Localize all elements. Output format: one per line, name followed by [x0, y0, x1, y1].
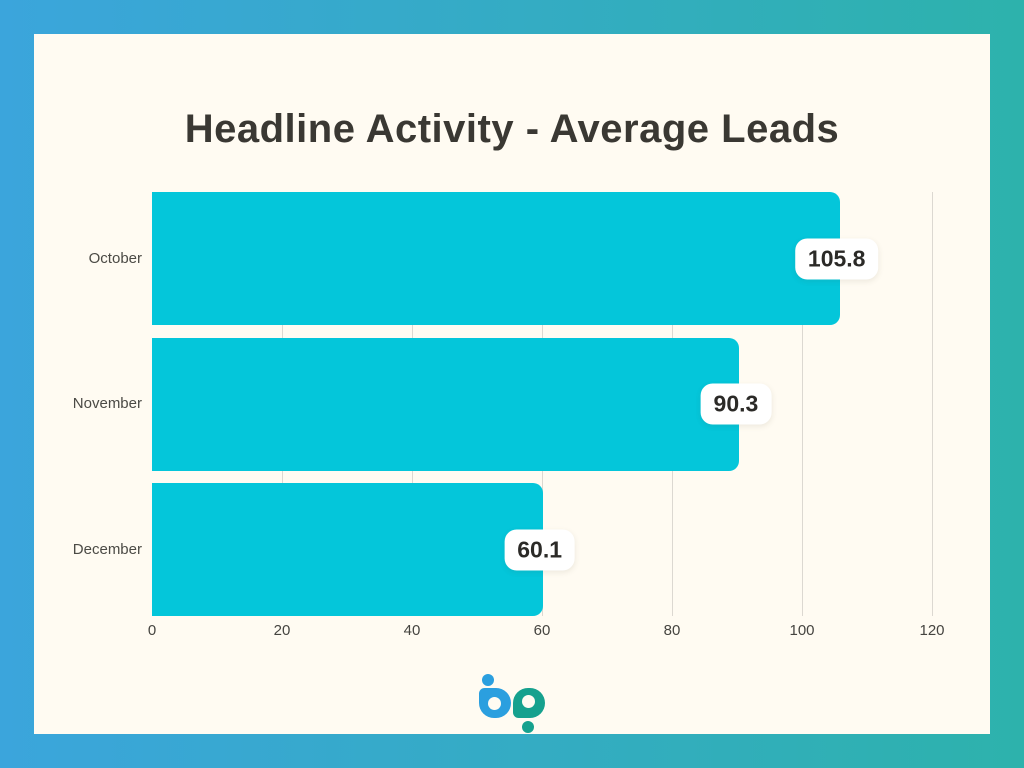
value-label: 90.3 — [700, 383, 772, 425]
category-label: December — [72, 540, 142, 558]
gridline — [802, 192, 803, 616]
bar — [152, 192, 840, 325]
logo-letter-b-icon — [479, 674, 511, 718]
bar — [152, 337, 739, 471]
x-tick-label: 40 — [403, 622, 421, 639]
value-label: 60.1 — [504, 529, 576, 570]
x-tick-label: 100 — [789, 622, 815, 639]
bar — [152, 483, 543, 616]
category-label: October — [88, 249, 142, 267]
logo-b-hole — [488, 697, 501, 710]
x-tick-label: 80 — [663, 622, 681, 639]
x-tick-label: 60 — [533, 622, 551, 639]
logo-b-dot-icon — [482, 674, 494, 686]
chart-title: Headline Activity - Average Leads — [184, 107, 840, 151]
x-tick-label: 120 — [919, 622, 945, 639]
chart-card: Headline Activity - Average Leads 0 20 40 6… — [34, 34, 990, 734]
x-tick-label: 0 — [147, 622, 157, 639]
logo-p-dot-icon — [522, 721, 534, 733]
category-label: November — [72, 395, 142, 412]
gridline — [932, 192, 933, 616]
x-tick-label: 20 — [273, 622, 291, 639]
value-label: 105.8 — [794, 238, 879, 279]
bp-logo — [479, 674, 545, 733]
logo-letter-p-icon — [513, 688, 545, 733]
logo-p-hole — [522, 695, 535, 708]
plot-area: 0 20 40 60 80 100 120 October 105.8 November 90.3 D… — [73, 192, 945, 639]
